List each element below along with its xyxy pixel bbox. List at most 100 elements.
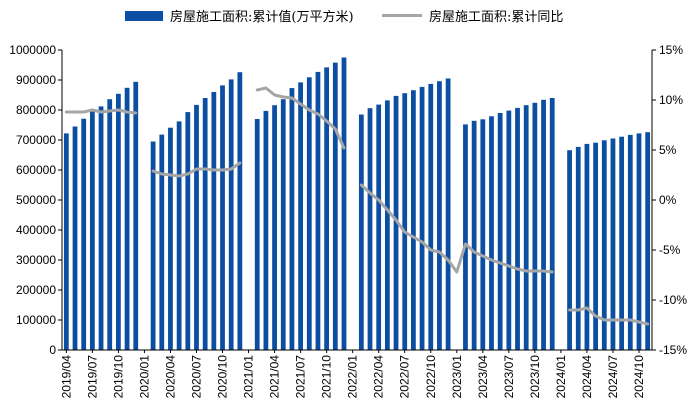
bar-2023-11 xyxy=(541,99,546,350)
right-y-tick-labels: -15% -10% -5% 0% 5% 10% 15% xyxy=(652,43,687,357)
bar-2020-12 xyxy=(237,72,243,350)
left-y-tick-label: 100000 xyxy=(16,313,56,327)
x-tick-label: 2021/04 xyxy=(268,355,282,399)
bar-2020-10 xyxy=(220,85,225,351)
bar-2024-08 xyxy=(619,136,625,350)
bar-2021-12 xyxy=(341,57,347,350)
bar-2020-03 xyxy=(159,134,165,350)
x-tick-label: 2020/01 xyxy=(137,355,151,399)
x-tick-label: 2022/01 xyxy=(346,355,360,399)
left-y-tick-label: 800000 xyxy=(16,103,56,117)
bar-2022-12 xyxy=(445,78,451,350)
bar-2023-02 xyxy=(463,124,468,351)
x-tick-label: 2020/04 xyxy=(163,355,177,399)
bar-2019-09 xyxy=(107,99,113,350)
bar-2021-09 xyxy=(315,71,321,351)
axes xyxy=(61,50,653,351)
bar-2021-08 xyxy=(306,77,312,351)
bar-2021-06 xyxy=(289,88,295,350)
bar-2023-04 xyxy=(480,119,486,350)
left-y-tick-label: 0 xyxy=(49,343,56,357)
bar-series-construction-area xyxy=(63,57,651,351)
x-tick-label: 2022/04 xyxy=(372,355,386,399)
x-tick-label: 2021/07 xyxy=(294,355,308,399)
right-y-tick-label: 15% xyxy=(659,43,683,57)
bar-2019-04 xyxy=(63,133,69,350)
bar-2022-02 xyxy=(358,114,364,350)
legend-item-bar: 房屋施工面积:累计值(万平方米) xyxy=(125,6,354,25)
x-tick-label: 2019/07 xyxy=(85,355,99,399)
right-y-tick-label: 5% xyxy=(659,143,677,157)
bar-2024-11 xyxy=(645,132,651,350)
bar-2020-06 xyxy=(185,112,191,350)
legend-line-label: 房屋施工面积:累计同比 xyxy=(429,10,564,25)
bar-2019-11 xyxy=(124,87,130,351)
bar-2022-11 xyxy=(437,81,442,350)
right-y-tick-label: 0% xyxy=(659,193,677,207)
left-y-tick-label: 300000 xyxy=(16,253,56,267)
bar-2024-05 xyxy=(593,142,598,350)
bar-2023-12 xyxy=(549,98,555,350)
bar-2024-04 xyxy=(584,143,590,350)
x-tick-label: 2021/10 xyxy=(320,355,334,399)
right-y-tick-label: -10% xyxy=(659,293,687,307)
yoy-line-segment xyxy=(151,161,242,178)
left-y-tick-label: 500000 xyxy=(16,193,56,207)
bar-2022-09 xyxy=(419,86,425,351)
bar-2023-10 xyxy=(532,102,538,350)
x-tick-label: 2023/07 xyxy=(502,355,516,399)
bar-2021-05 xyxy=(280,99,286,350)
x-tick-label: 2023/01 xyxy=(450,355,464,399)
bar-2022-05 xyxy=(384,100,390,351)
bar-2020-07 xyxy=(194,104,199,351)
left-y-tick-label: 400000 xyxy=(16,223,56,237)
bar-2020-04 xyxy=(168,127,173,350)
x-tick-label: 2024/01 xyxy=(554,355,568,399)
left-y-tick-label: 700000 xyxy=(16,133,56,147)
bar-2019-05 xyxy=(72,126,78,350)
x-tick-label: 2019/10 xyxy=(111,355,125,399)
x-tick-label: 2022/10 xyxy=(424,355,438,399)
left-y-tick-label: 900000 xyxy=(16,73,56,87)
bar-2022-07 xyxy=(402,93,408,350)
yoy-line-segment xyxy=(359,183,554,274)
x-tick-label: 2021/01 xyxy=(242,355,256,399)
x-tick-label: 2024/10 xyxy=(632,355,646,399)
yoy-line-segment xyxy=(64,108,138,115)
x-tick-label: 2023/04 xyxy=(476,355,490,399)
bar-2022-10 xyxy=(428,83,434,351)
bar-2023-05 xyxy=(489,116,494,350)
bar-2020-11 xyxy=(228,79,234,351)
bar-2023-06 xyxy=(497,113,503,350)
bar-2024-03 xyxy=(575,146,581,350)
x-tick-label: 2020/10 xyxy=(216,355,230,399)
x-tick-label: 2019/04 xyxy=(59,355,73,399)
bar-2019-07 xyxy=(89,110,95,351)
bar-2020-05 xyxy=(176,121,182,351)
legend-bar-swatch xyxy=(125,10,163,21)
bar-2022-06 xyxy=(393,95,399,351)
bar-2020-09 xyxy=(211,92,217,350)
line-series-yoy xyxy=(64,86,650,326)
bar-2021-04 xyxy=(272,105,277,350)
legend: 房屋施工面积:累计值(万平方米) 房屋施工面积:累计同比 xyxy=(0,6,696,28)
right-y-tick-label: -5% xyxy=(659,243,681,257)
x-tick-label: 2020/07 xyxy=(189,355,203,399)
bar-2023-09 xyxy=(523,105,529,350)
x-tick-label: 2024/04 xyxy=(580,355,594,399)
bar-2020-02 xyxy=(150,141,156,350)
bar-2022-03 xyxy=(367,108,373,350)
bar-2021-07 xyxy=(298,82,303,351)
legend-item-line: 房屋施工面积:累计同比 xyxy=(382,6,563,25)
bar-2024-06 xyxy=(601,140,607,350)
legend-line-swatch xyxy=(382,14,422,17)
yoy-line-segment xyxy=(568,306,650,326)
right-y-tick-label: -15% xyxy=(659,343,687,357)
bar-2023-08 xyxy=(515,107,520,351)
x-tick-label: 2024/07 xyxy=(606,355,620,399)
bar-2022-04 xyxy=(376,104,382,350)
bar-2019-10 xyxy=(116,93,121,351)
bar-2024-07 xyxy=(610,138,616,350)
bar-2022-08 xyxy=(411,90,416,350)
